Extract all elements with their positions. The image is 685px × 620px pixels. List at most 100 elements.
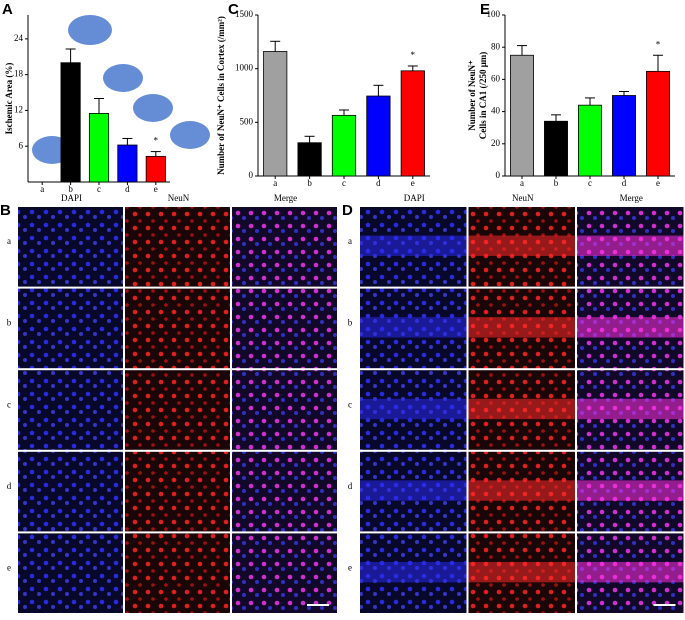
significance-mark: * — [154, 136, 159, 146]
micrograph — [18, 533, 123, 613]
bar — [578, 104, 602, 177]
cell-layer — [577, 561, 684, 583]
cell-layer — [360, 235, 467, 256]
cell-layer — [468, 317, 575, 338]
y-axis-label: Number of NeuN⁺ Cells in Cortex (/mm²) — [216, 16, 226, 175]
cell-layer — [360, 480, 467, 501]
column-header: DAPI — [404, 193, 425, 203]
cell-layer — [360, 398, 467, 420]
row-label: a — [348, 236, 352, 246]
bar — [510, 54, 534, 177]
cell-layer — [468, 398, 575, 420]
x-tick-label: d — [125, 184, 130, 194]
panel-label: C — [228, 1, 239, 18]
y-tick-label: 0 — [496, 170, 501, 180]
y-tick-label: 6 — [19, 140, 24, 150]
micrograph — [125, 207, 230, 287]
brain-slices — [32, 15, 210, 164]
row-label: b — [348, 318, 353, 328]
bar — [297, 142, 322, 177]
cell-layer — [468, 235, 575, 256]
bar — [612, 95, 636, 177]
x-tick-label: b — [307, 178, 312, 188]
y-tick-label: 0 — [249, 170, 254, 180]
bar — [544, 120, 568, 177]
bar — [400, 70, 425, 177]
y-axis-label: Ischemic Area (%) — [4, 63, 14, 135]
significance-mark: * — [656, 39, 661, 49]
x-tick-label: c — [588, 178, 592, 188]
cell-layer — [577, 480, 684, 501]
cell-layer — [360, 561, 467, 583]
micrograph — [125, 370, 230, 450]
bar — [88, 113, 110, 183]
row-label: d — [7, 481, 12, 491]
x-tick-label: c — [342, 178, 346, 188]
cell-layer — [468, 561, 575, 583]
x-tick-label: d — [622, 178, 627, 188]
x-tick-label: c — [97, 184, 101, 194]
micrograph — [232, 533, 337, 613]
x-tick-label: e — [656, 178, 660, 188]
significance-mark: * — [411, 50, 416, 60]
micrograph — [18, 370, 123, 450]
bar — [331, 114, 357, 177]
panel-label: D — [342, 202, 353, 219]
cell-layer — [577, 235, 684, 256]
bar — [117, 144, 138, 183]
cell-layer — [577, 398, 684, 420]
cell-layer — [468, 480, 575, 501]
y-tick-label: 60 — [491, 73, 501, 83]
micrograph — [125, 288, 230, 369]
panel-label: E — [480, 1, 490, 18]
micrograph — [18, 207, 123, 287]
panel-label: B — [0, 202, 11, 219]
panel-label: A — [2, 1, 13, 18]
cell-layer — [360, 317, 467, 338]
y-tick-label: 500 — [240, 116, 254, 126]
bar — [646, 70, 670, 177]
y-tick-label: 24 — [14, 33, 24, 43]
x-tick-label: b — [554, 178, 559, 188]
row-label: b — [7, 318, 12, 328]
y-tick-label: 20 — [491, 138, 501, 148]
micrograph — [232, 288, 337, 369]
x-tick-label: a — [40, 184, 44, 194]
micrograph — [232, 370, 337, 450]
x-tick-label: e — [154, 184, 158, 194]
y-tick-label: 18 — [14, 69, 24, 79]
micrograph — [232, 207, 337, 287]
micrograph — [125, 451, 230, 532]
column-header: NeuN — [512, 193, 534, 203]
column-header: Merge — [274, 193, 297, 203]
bar — [263, 51, 288, 177]
y-tick-label: 40 — [491, 106, 501, 116]
x-tick-label: a — [273, 178, 277, 188]
y-tick-label: 1000 — [235, 63, 254, 73]
row-label: e — [7, 562, 11, 572]
row-label: c — [7, 399, 11, 409]
y-axis-label: Number of NeuN⁺ — [467, 60, 477, 131]
column-header: NeuN — [168, 193, 190, 203]
y-tick-label: 12 — [14, 104, 23, 114]
y-tick-label: 80 — [491, 41, 501, 51]
bar — [145, 155, 166, 183]
row-label: a — [7, 236, 11, 246]
row-label: c — [348, 399, 352, 409]
micrograph — [18, 288, 123, 369]
x-tick-label: a — [520, 178, 524, 188]
y-tick-label: 1500 — [235, 9, 254, 19]
row-label: d — [348, 481, 353, 491]
x-tick-label: e — [411, 178, 415, 188]
micrograph — [232, 451, 337, 532]
micrograph — [125, 533, 230, 613]
micrograph — [18, 451, 123, 532]
cell-layer — [577, 317, 684, 338]
column-header: Merge — [620, 193, 643, 203]
x-tick-label: d — [376, 178, 381, 188]
x-tick-label: b — [68, 184, 73, 194]
bar — [366, 95, 391, 177]
bar — [60, 62, 81, 183]
y-tick-label: 100 — [487, 9, 501, 19]
